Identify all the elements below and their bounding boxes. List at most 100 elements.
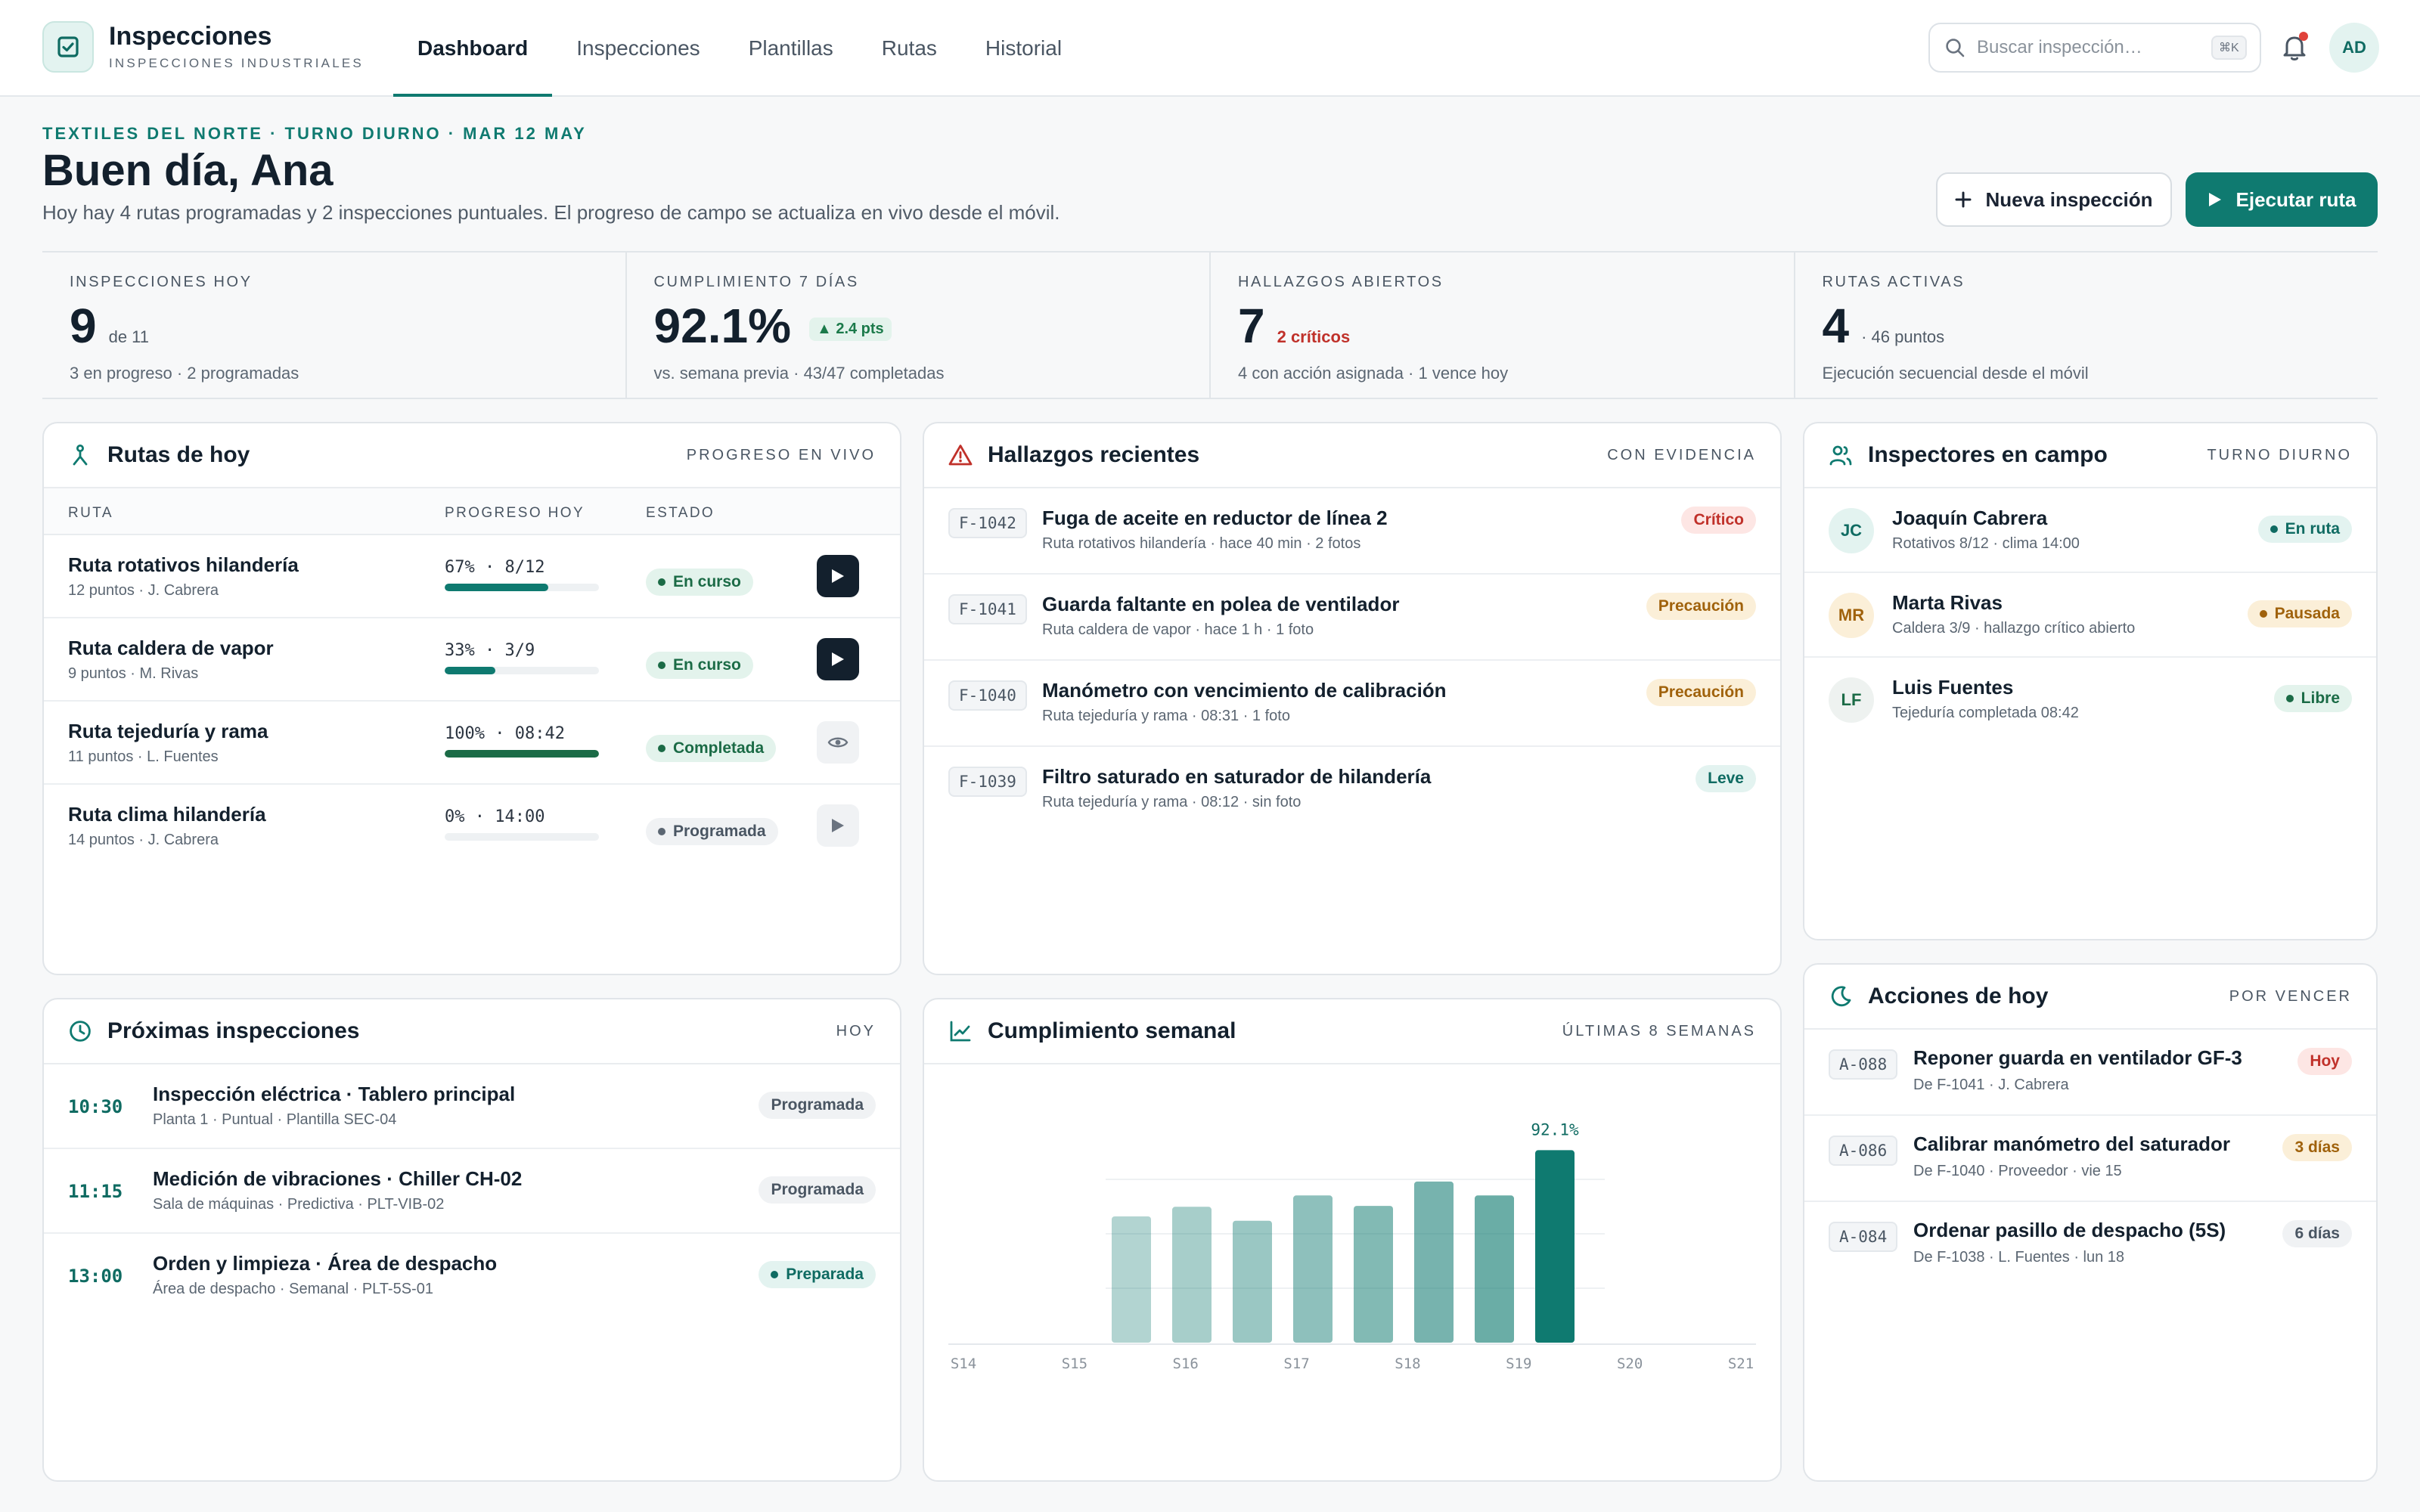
search-box[interactable]: ⌘K [1928, 23, 2261, 73]
table-row[interactable]: Ruta tejeduría y rama 11 puntos · L. Fue… [44, 702, 900, 785]
play-route-button[interactable] [817, 555, 859, 597]
findings-card: Hallazgos recientes CON EVIDENCIA F-1042… [923, 422, 1782, 975]
finding-code: F-1039 [948, 767, 1027, 797]
list-item[interactable]: LF Luis Fuentes Tejeduría completada 08:… [1804, 658, 2376, 742]
card-title: Próximas inspecciones [107, 1018, 360, 1043]
x-tick-label: S15 [1062, 1356, 1087, 1372]
x-tick-label: S18 [1395, 1356, 1420, 1372]
progress-fill [445, 584, 548, 591]
avatar: MR [1829, 593, 1874, 638]
route-name: Ruta rotativos hilandería [68, 553, 299, 576]
list-item[interactable]: 10:30 Inspección eléctrica · Tablero pri… [44, 1064, 900, 1149]
chart-bar-s18[interactable] [1354, 1206, 1393, 1343]
list-item[interactable]: A-088 Reponer guarda en ventilador GF-3 … [1804, 1030, 2376, 1116]
bell-icon[interactable] [2278, 30, 2311, 64]
card-header: Cumplimiento semanal ÚLTIMAS 8 SEMANAS [924, 999, 1780, 1064]
due-badge: Hoy [2297, 1048, 2352, 1075]
list-item[interactable]: F-1040 Manómetro con vencimiento de cali… [924, 661, 1780, 747]
severity-badge: Precaución [1646, 679, 1756, 706]
route-progress-text: 100% · 08:42 [445, 724, 565, 743]
status-badge: Preparada [759, 1261, 876, 1288]
list-item[interactable]: A-086 Calibrar manómetro del saturador D… [1804, 1116, 2376, 1202]
user-avatar[interactable]: AD [2329, 23, 2379, 73]
kpi-critical-count: 2 críticos [1277, 327, 1351, 346]
column-route: RUTA [68, 505, 113, 521]
brand-title: Inspecciones [109, 22, 272, 51]
compliance-bar-chart: S14 S15 S16 S17 S18 S19 S20 S21 92.1% [948, 1120, 1756, 1372]
kpi-value: 9 [70, 299, 97, 353]
severity-badge: Precaución [1646, 593, 1756, 620]
column-status: ESTADO [646, 505, 715, 521]
run-route-button[interactable]: Ejecutar ruta [2186, 172, 2378, 227]
play-route-button[interactable] [817, 638, 859, 680]
status-badge: Programada [759, 1176, 876, 1204]
status-badge: Libre [2273, 685, 2352, 712]
kpi-strip: INSPECCIONES HOY 9 de 11 3 en progreso ·… [42, 251, 2378, 399]
chart-bar-s21[interactable] [1535, 1150, 1575, 1343]
clipboard-check-icon [42, 21, 94, 73]
new-inspection-button[interactable]: Nueva inspección [1936, 172, 2172, 227]
play-route-button[interactable] [817, 804, 859, 847]
play-icon [832, 652, 844, 666]
nav-inspecciones[interactable]: Inspecciones [576, 36, 700, 60]
new-inspection-label: Nueva inspección [1985, 187, 2153, 211]
kpi-inspections-today: INSPECCIONES HOY 9 de 11 3 en progreso ·… [42, 253, 627, 398]
inspector-meta: Caldera 3/9 · hallazgo crítico abierto [1892, 620, 2136, 637]
search-shortcut: ⌘K [2211, 36, 2247, 60]
list-item[interactable]: 11:15 Medición de vibraciones · Chiller … [44, 1149, 900, 1234]
nav-plantillas[interactable]: Plantillas [748, 36, 833, 60]
brand[interactable]: Inspecciones INSPECCIONES INDUSTRIALES [42, 21, 364, 73]
kpi-value: 92.1% [653, 299, 791, 353]
upcoming-card: Próximas inspecciones HOY 10:30 Inspecci… [42, 998, 901, 1482]
inspector-name: Luis Fuentes [1892, 676, 2014, 699]
list-item[interactable]: F-1039 Filtro saturado en saturador de h… [924, 747, 1780, 833]
inspection-meta: Área de despacho · Semanal · PLT-5S-01 [153, 1281, 433, 1297]
main-nav: Dashboard Inspecciones Plantillas Rutas … [393, 0, 1086, 97]
inspection-meta: Planta 1 · Puntual · Plantilla SEC-04 [153, 1111, 397, 1128]
action-title: Calibrar manómetro del saturador [1913, 1132, 2230, 1155]
chart-bar-s16[interactable] [1233, 1220, 1272, 1343]
inspection-time: 11:15 [68, 1181, 123, 1202]
card-header: Rutas de hoy PROGRESO EN VIVO [44, 423, 900, 488]
page-intro: Hoy hay 4 rutas programadas y 2 inspecci… [42, 201, 1060, 224]
x-tick-label: S21 [1728, 1356, 1754, 1372]
chart-bar-s17[interactable] [1293, 1195, 1333, 1343]
list-item[interactable]: A-084 Ordenar pasillo de despacho (5S) D… [1804, 1202, 2376, 1288]
table-row[interactable]: Ruta caldera de vapor 9 puntos · M. Riva… [44, 618, 900, 702]
nav-rutas[interactable]: Rutas [881, 36, 937, 60]
run-route-label: Ejecutar ruta [2235, 187, 2356, 211]
status-badge: En curso [646, 569, 753, 596]
card-tag: POR VENCER [2229, 987, 2352, 1005]
action-code: A-086 [1829, 1136, 1898, 1166]
list-item[interactable]: 13:00 Orden y limpieza · Área de despach… [44, 1234, 900, 1318]
status-badge: Programada [759, 1092, 876, 1119]
nav-historial[interactable]: Historial [985, 36, 1063, 60]
inspection-meta: Sala de máquinas · Predictiva · PLT-VIB-… [153, 1196, 445, 1213]
status-badge: Programada [646, 818, 778, 845]
list-item[interactable]: MR Marta Rivas Caldera 3/9 · hallazgo cr… [1804, 573, 2376, 658]
eye-icon [827, 737, 849, 748]
kpi-foot: 4 con acción asignada · 1 vence hoy [1238, 364, 1509, 383]
table-row[interactable]: Ruta rotativos hilandería 12 puntos · J.… [44, 535, 900, 618]
chart-bar-s14[interactable] [1112, 1216, 1151, 1343]
action-meta: De F-1040 · Proveedor · vie 15 [1913, 1163, 2122, 1179]
page-title: Buen día, Ana [42, 146, 334, 195]
finding-title: Guarda faltante en polea de ventilador [1042, 593, 1400, 615]
inspection-title: Medición de vibraciones · Chiller CH-02 [153, 1167, 523, 1190]
card-tag: PROGRESO EN VIVO [686, 446, 876, 463]
chart-bar-s15[interactable] [1172, 1207, 1212, 1343]
chart-bar-s19[interactable] [1414, 1181, 1454, 1343]
nav-dashboard[interactable]: Dashboard [393, 0, 553, 97]
finding-meta: Ruta caldera de vapor · hace 1 h · 1 fot… [1042, 621, 1314, 638]
list-item[interactable]: F-1041 Guarda faltante en polea de venti… [924, 575, 1780, 661]
table-row[interactable]: Ruta clima hilandería 14 puntos · J. Cab… [44, 785, 900, 868]
card-tag: HOY [836, 1022, 876, 1040]
chart-bar-s20[interactable] [1475, 1195, 1514, 1343]
card-title: Inspectores en campo [1868, 442, 2108, 467]
list-item[interactable]: F-1042 Fuga de aceite en reductor de lín… [924, 488, 1780, 575]
card-tag: TURNO DIURNO [2207, 446, 2352, 463]
due-badge: 6 días [2282, 1220, 2352, 1247]
list-item[interactable]: JC Joaquín Cabrera Rotativos 8/12 · clim… [1804, 488, 2376, 573]
search-input[interactable] [1977, 37, 2211, 58]
view-route-button[interactable] [817, 721, 859, 764]
